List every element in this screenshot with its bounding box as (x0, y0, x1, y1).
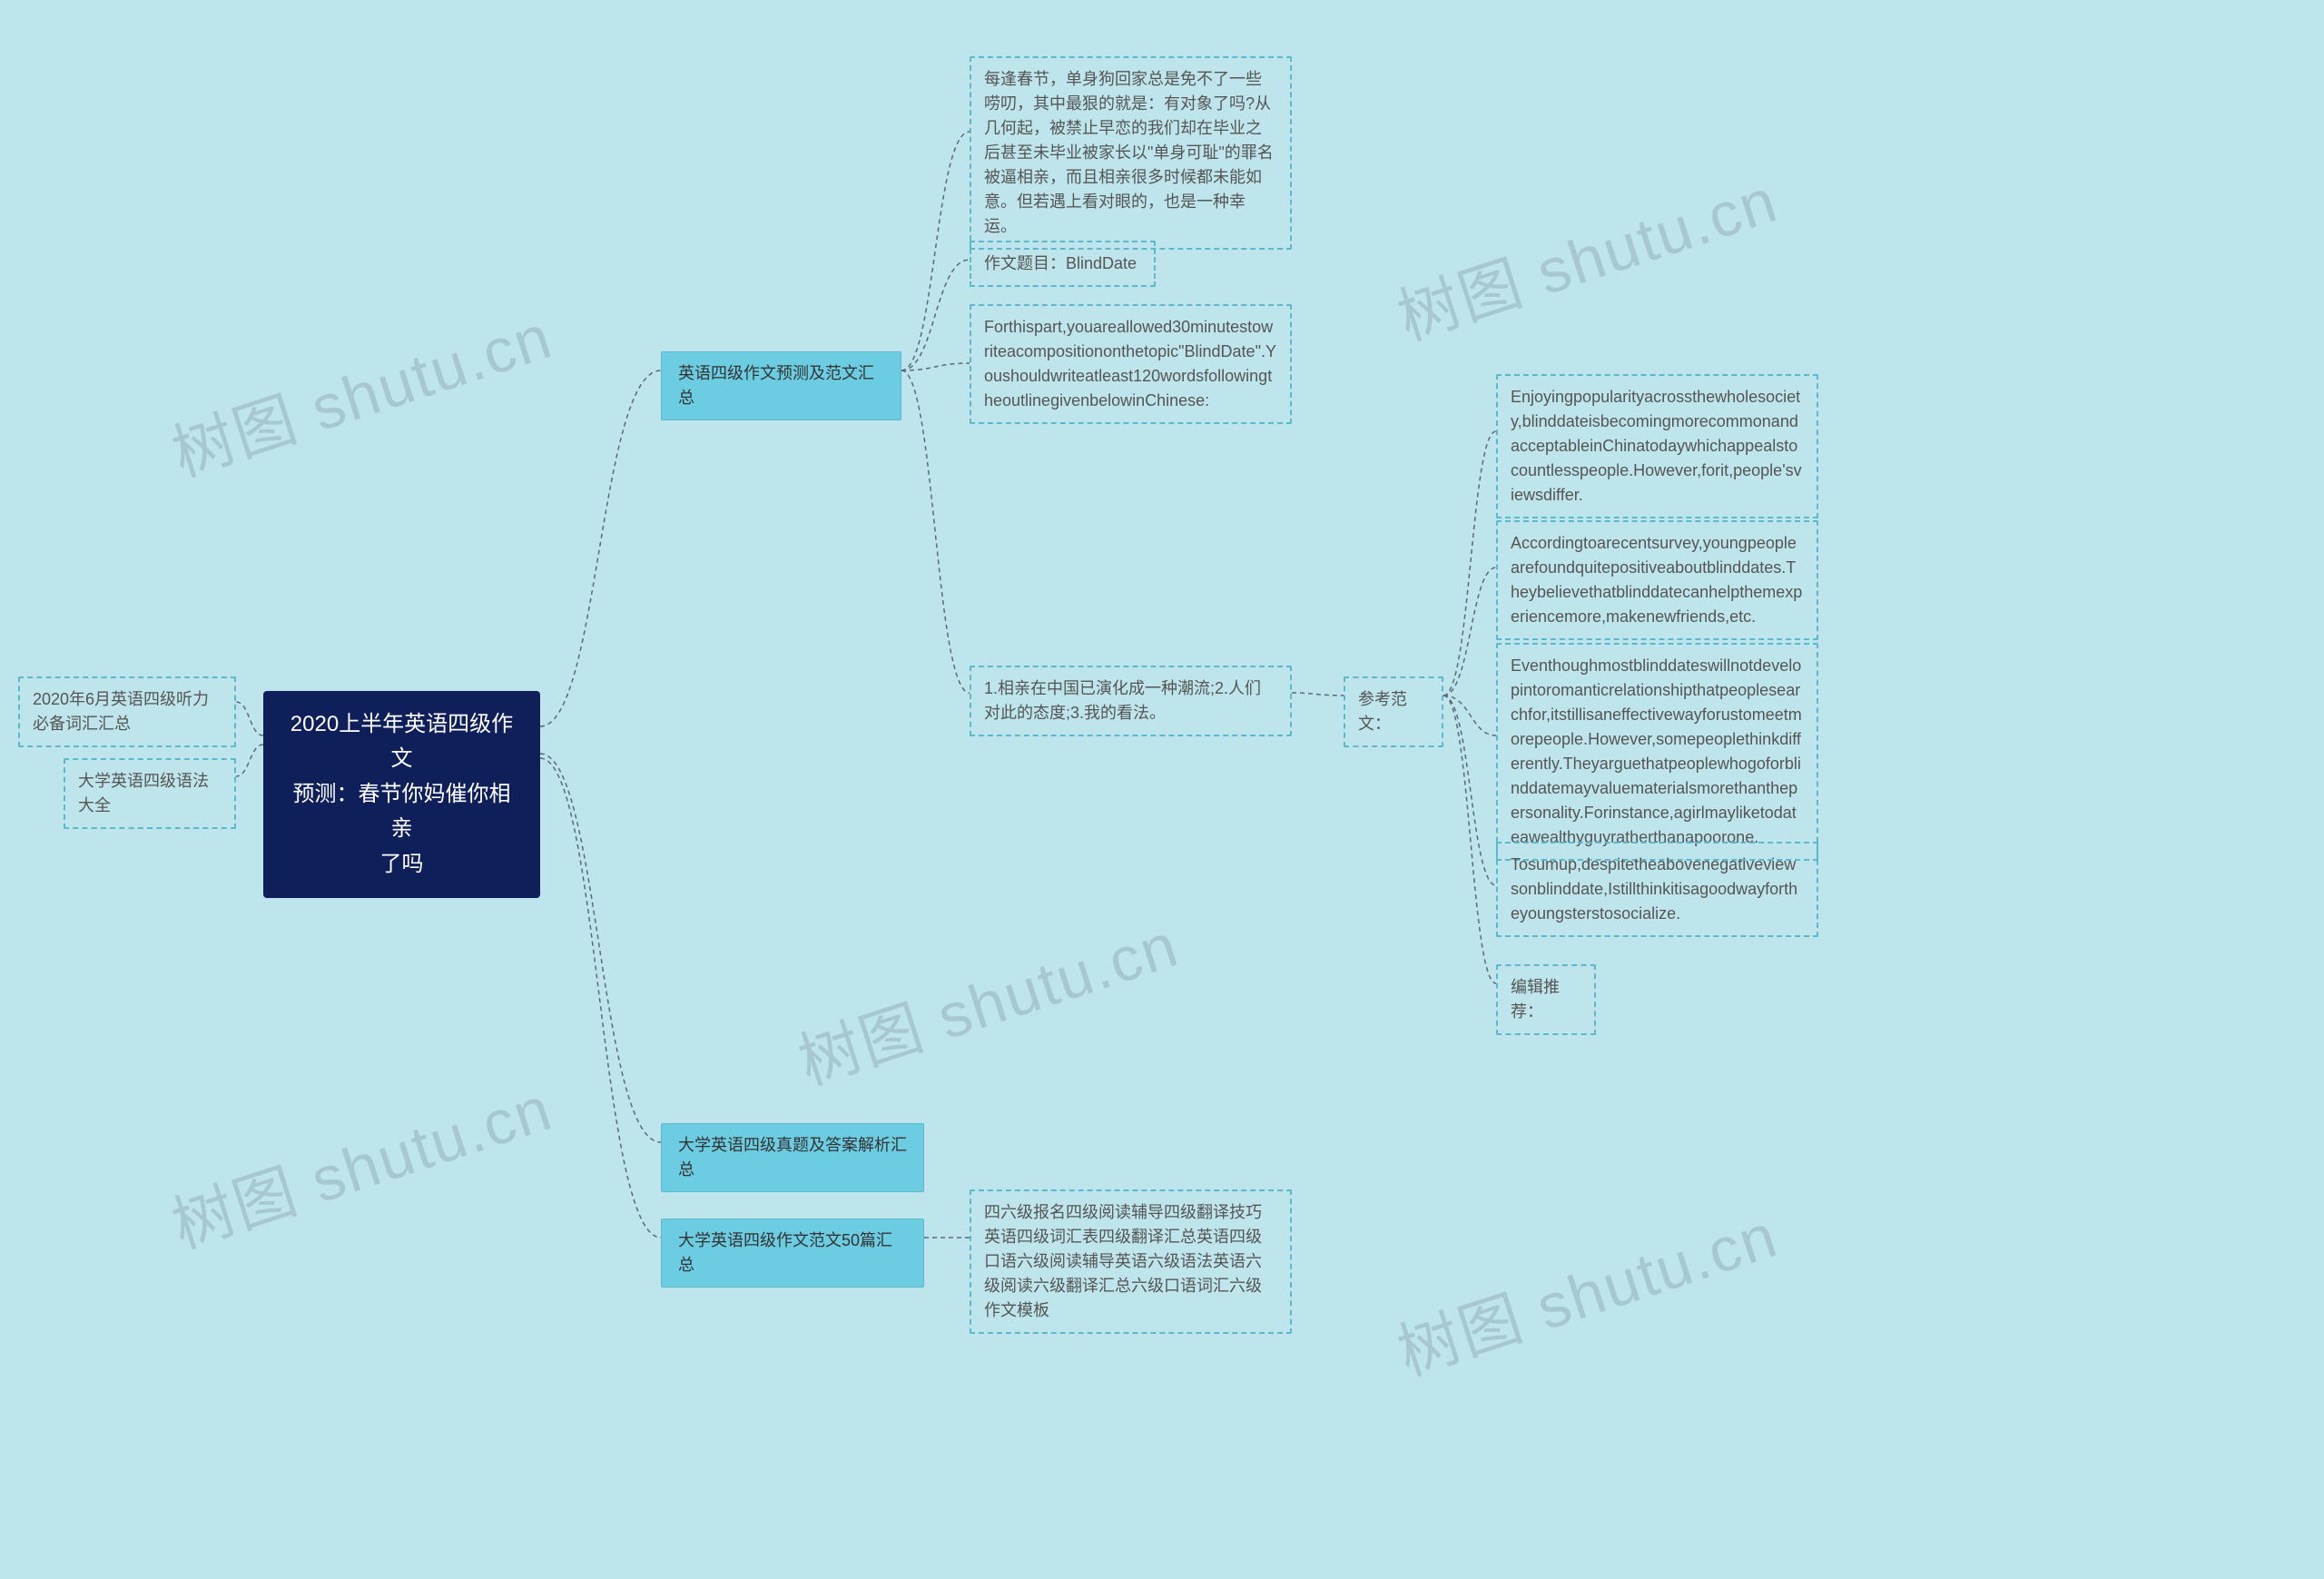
watermark: 树图 shutu.cn (1384, 150, 1787, 357)
root-line1: 2020上半年英语四级作文 (290, 712, 513, 771)
sample-p5-node[interactable]: 编辑推荐： (1496, 964, 1596, 1035)
outline-node[interactable]: 1.相亲在中国已演化成一种潮流;2.人们对此的态度;3.我的看法。 (970, 666, 1292, 736)
outline-text: 1.相亲在中国已演化成一种潮流;2.人们对此的态度;3.我的看法。 (984, 679, 1261, 722)
topic-text: 作文题目：BlindDate (984, 254, 1137, 272)
sample-p5-text: 编辑推荐： (1511, 978, 1560, 1021)
essay50-child-text: 四六级报名四级阅读辅导四级翻译技巧英语四级词汇表四级翻译汇总英语四级口语六级阅读… (984, 1203, 1262, 1319)
root-line3: 了吗 (380, 852, 424, 876)
forecast-node[interactable]: 英语四级作文预测及范文汇总 (661, 351, 901, 420)
intro-text: 每逢春节，单身狗回家总是免不了一些唠叨，其中最狠的就是：有对象了吗?从几何起，被… (984, 70, 1274, 235)
watermark: 树图 shutu.cn (1384, 1185, 1787, 1392)
root-line2: 预测：春节你妈催你相亲 (293, 782, 511, 841)
intro-node[interactable]: 每逢春节，单身狗回家总是免不了一些唠叨，其中最狠的就是：有对象了吗?从几何起，被… (970, 56, 1292, 250)
watermark: 树图 shutu.cn (159, 1058, 561, 1265)
watermark: 树图 shutu.cn (785, 894, 1187, 1101)
left-grammar-text: 大学英语四级语法大全 (78, 772, 209, 814)
topic-node[interactable]: 作文题目：BlindDate (970, 241, 1156, 287)
left-vocab-node[interactable]: 2020年6月英语四级听力必备词汇汇总 (18, 676, 236, 747)
forecast-text: 英语四级作文预测及范文汇总 (678, 364, 874, 407)
sample-label-text: 参考范文： (1358, 690, 1407, 733)
instructions-node[interactable]: Forthispart,youareallowed30minutestowrit… (970, 304, 1292, 424)
essay50-node[interactable]: 大学英语四级作文范文50篇汇总 (661, 1219, 924, 1288)
sample-p4-text: Tosumup,despitetheabovenegativeviewsonbl… (1511, 855, 1797, 923)
root-node[interactable]: 2020上半年英语四级作文 预测：春节你妈催你相亲 了吗 (263, 691, 540, 898)
sample-p1-node[interactable]: Enjoyingpopularityacrossthewholesociety,… (1496, 374, 1818, 518)
essay50-child-node[interactable]: 四六级报名四级阅读辅导四级翻译技巧英语四级词汇表四级翻译汇总英语四级口语六级阅读… (970, 1189, 1292, 1334)
sample-p2-node[interactable]: Accordingtoarecentsurvey,youngpeoplearef… (1496, 520, 1818, 640)
instructions-text: Forthispart,youareallowed30minutestowrit… (984, 318, 1276, 410)
sample-p1-text: Enjoyingpopularityacrossthewholesociety,… (1511, 388, 1802, 504)
watermark: 树图 shutu.cn (159, 286, 561, 493)
past-papers-text: 大学英语四级真题及答案解析汇总 (678, 1136, 907, 1179)
left-vocab-text: 2020年6月英语四级听力必备词汇汇总 (33, 690, 209, 733)
sample-p3-node[interactable]: Eventhoughmostblinddateswillnotdevelopin… (1496, 643, 1818, 861)
left-grammar-node[interactable]: 大学英语四级语法大全 (64, 758, 236, 829)
sample-p2-text: Accordingtoarecentsurvey,youngpeoplearef… (1511, 534, 1802, 626)
sample-p3-text: Eventhoughmostblinddateswillnotdevelopin… (1511, 656, 1802, 846)
past-papers-node[interactable]: 大学英语四级真题及答案解析汇总 (661, 1123, 924, 1192)
sample-label-node[interactable]: 参考范文： (1344, 676, 1443, 747)
sample-p4-node[interactable]: Tosumup,despitetheabovenegativeviewsonbl… (1496, 842, 1818, 937)
essay50-text: 大学英语四级作文范文50篇汇总 (678, 1231, 892, 1274)
